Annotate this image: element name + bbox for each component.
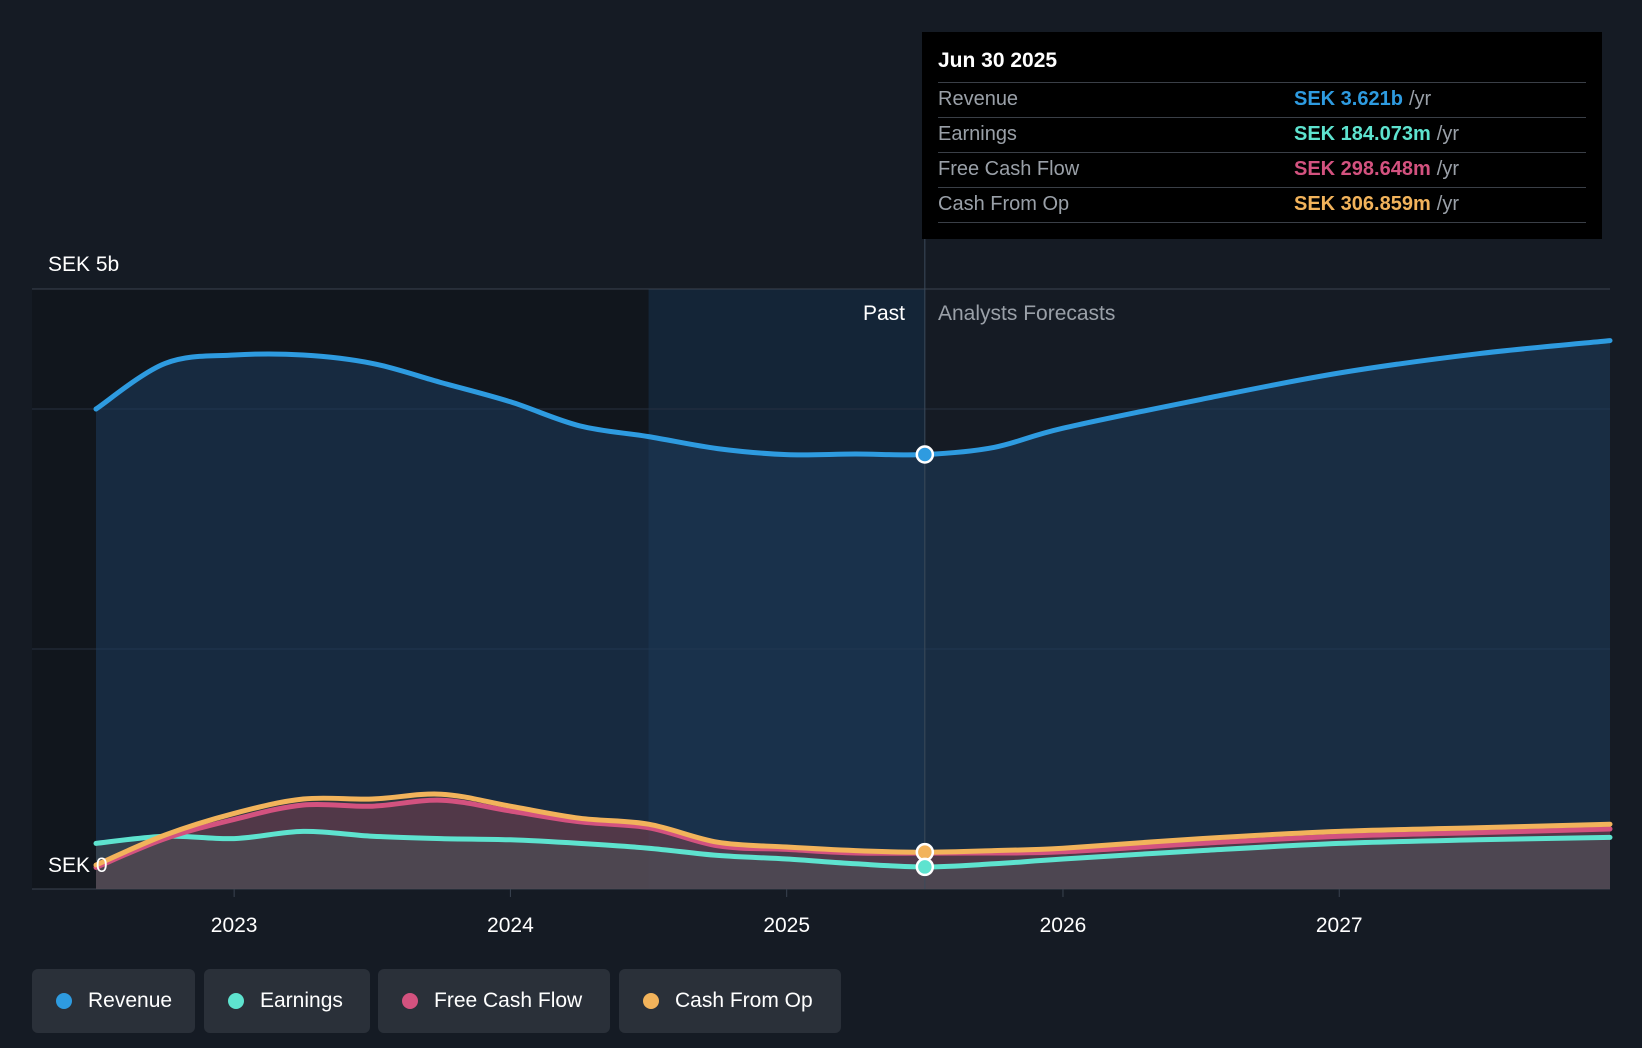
legend-item-revenue[interactable]: Revenue bbox=[32, 969, 195, 1033]
earnings-marker bbox=[915, 857, 935, 877]
past-label: Past bbox=[863, 302, 905, 325]
tooltip-value-fcf: SEK 298.648m bbox=[1294, 158, 1431, 180]
x-axis: 2023 2024 2025 2026 2027 bbox=[211, 889, 1363, 937]
x-tick-label: 2027 bbox=[1316, 914, 1363, 937]
legend-label: Cash From Op bbox=[675, 989, 813, 1012]
fcf-dot-icon bbox=[402, 993, 418, 1009]
y-label-bottom: SEK 0 bbox=[48, 854, 108, 877]
series-areas bbox=[96, 340, 1610, 890]
x-tick-label: 2025 bbox=[763, 914, 810, 937]
tooltip: Jun 30 2025 Revenue SEK 3.621b/yr Earnin… bbox=[922, 32, 1602, 239]
highlight-markers bbox=[915, 445, 935, 877]
tooltip-unit: /yr bbox=[1408, 88, 1432, 110]
revenue-area bbox=[96, 340, 1610, 890]
forecast-label: Analysts Forecasts bbox=[938, 302, 1115, 325]
x-tick-label: 2024 bbox=[487, 914, 534, 937]
legend-label: Revenue bbox=[88, 989, 173, 1012]
cfo-dot-icon bbox=[643, 993, 659, 1009]
tooltip-label: Revenue bbox=[938, 88, 1019, 110]
tooltip-value-cfo: SEK 306.859m bbox=[1294, 193, 1431, 215]
tooltip-value: SEK 3.621b/yr bbox=[1294, 83, 1431, 116]
legend-label: Earnings bbox=[260, 989, 343, 1012]
tooltip-row-fcf: Free Cash Flow SEK 298.648m/yr bbox=[938, 152, 1586, 187]
tooltip-label: Cash From Op bbox=[938, 193, 1070, 215]
tooltip-label: Earnings bbox=[938, 123, 1017, 145]
tooltip-row-cfo: Cash From Op SEK 306.859m/yr bbox=[938, 187, 1586, 223]
tooltip-value-earnings: SEK 184.073m bbox=[1294, 123, 1431, 145]
cfo-line bbox=[93, 791, 1613, 868]
legend-item-fcf[interactable]: Free Cash Flow bbox=[378, 969, 610, 1033]
revenue-marker bbox=[915, 445, 935, 464]
tooltip-unit: /yr bbox=[1436, 193, 1459, 215]
tooltip-value: SEK 184.073m/yr bbox=[1294, 118, 1459, 151]
legend-item-earnings[interactable]: Earnings bbox=[204, 969, 370, 1033]
series-lines bbox=[93, 338, 1613, 870]
fcf-line bbox=[93, 797, 1613, 870]
earnings-line bbox=[93, 828, 1613, 870]
earnings-area bbox=[96, 831, 1610, 889]
legend-label: Free Cash Flow bbox=[434, 989, 583, 1012]
tooltip-date: Jun 30 2025 bbox=[938, 49, 1058, 72]
tooltip-value: SEK 306.859m/yr bbox=[1294, 188, 1459, 221]
tooltip-label: Free Cash Flow bbox=[938, 158, 1080, 180]
legend-item-cfo[interactable]: Cash From Op bbox=[619, 969, 841, 1033]
x-tick-label: 2023 bbox=[211, 914, 258, 937]
revenue-line bbox=[93, 338, 1613, 458]
tooltip-row-earnings: Earnings SEK 184.073m/yr bbox=[938, 117, 1586, 152]
y-label-top: SEK 5b bbox=[48, 253, 119, 276]
earnings-dot-icon bbox=[228, 993, 244, 1009]
tooltip-row-revenue: Revenue SEK 3.621b/yr bbox=[938, 82, 1586, 117]
tooltip-unit: /yr bbox=[1436, 158, 1459, 180]
x-tick-label: 2026 bbox=[1040, 914, 1087, 937]
tooltip-value-revenue: SEK 3.621b bbox=[1294, 88, 1403, 110]
tooltip-value: SEK 298.648m/yr bbox=[1294, 153, 1459, 186]
revenue-dot-icon bbox=[56, 993, 72, 1009]
tooltip-unit: /yr bbox=[1436, 123, 1459, 145]
